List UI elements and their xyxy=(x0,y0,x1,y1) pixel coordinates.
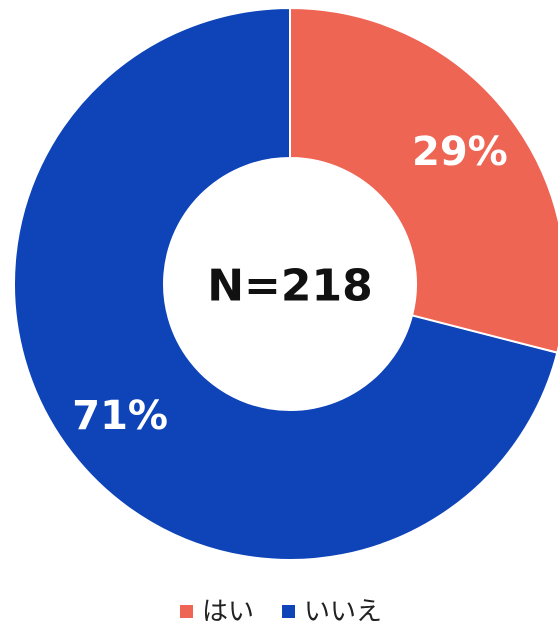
data-label: 71% xyxy=(72,393,168,439)
data-label: 29% xyxy=(412,129,508,175)
legend-label: はい xyxy=(202,597,254,627)
legend-swatch xyxy=(282,605,296,618)
center-label: N=218 xyxy=(207,261,373,312)
donut-slice xyxy=(13,6,558,561)
legend-swatch xyxy=(180,605,193,618)
donut-slice xyxy=(289,6,558,354)
legend-label: いいえ xyxy=(304,597,382,627)
